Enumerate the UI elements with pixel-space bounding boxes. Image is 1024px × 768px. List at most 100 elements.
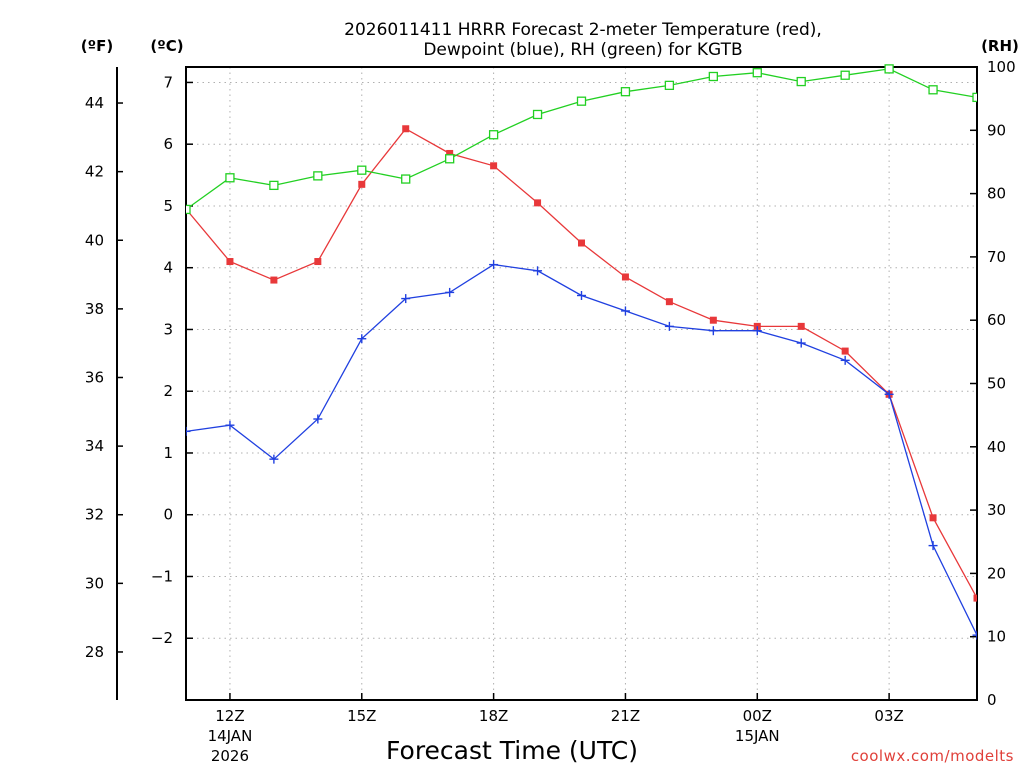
- axes: [116, 66, 978, 701]
- dewpoint-point: [620, 306, 630, 316]
- dewpoint-point: [225, 420, 235, 430]
- dewpoint-point: [840, 355, 850, 365]
- rh-tick-label: 80: [987, 185, 1006, 203]
- rh-tick-label: 20: [987, 564, 1006, 582]
- rh-point: [532, 109, 543, 120]
- dewpoint-point: [928, 541, 938, 551]
- x-tick-label: 03Z: [874, 707, 903, 725]
- series-rh: [186, 64, 977, 215]
- x-tick-label: 12Z: [215, 707, 244, 725]
- rh-point: [928, 85, 938, 95]
- temperature-line: [186, 127, 977, 599]
- temperature-point: [665, 298, 673, 306]
- rh-point: [708, 71, 718, 82]
- rh-tick-label: 90: [987, 121, 1006, 139]
- temperature-point: [709, 316, 717, 324]
- rh-tick-label: 50: [987, 375, 1006, 393]
- celsius-tick-label: 4: [163, 259, 173, 277]
- rh-point: [445, 154, 455, 164]
- fahrenheit-tick-label: 30: [85, 574, 104, 592]
- rh-point: [664, 80, 675, 91]
- series-dewpoint: [186, 260, 977, 640]
- fahrenheit-tick-label: 34: [85, 437, 104, 455]
- dewpoint-point: [401, 294, 411, 304]
- dewpoint-point: [313, 414, 323, 424]
- chart-title-line1: 2026011411 HRRR Forecast 2-meter Tempera…: [344, 20, 822, 40]
- temperature-point: [446, 149, 454, 157]
- dewpoint-point: [533, 266, 543, 276]
- dewpoint-point: [357, 334, 367, 344]
- rh-point: [225, 173, 235, 183]
- rh-point: [186, 204, 191, 215]
- tick-labels: 76543210−1−24442403836343230281009080706…: [85, 58, 1016, 765]
- celsius-tick-label: 1: [163, 444, 173, 462]
- rh-unit-label: (RH): [981, 37, 1019, 55]
- rh-tick-label: 70: [987, 248, 1006, 266]
- rh-point: [884, 64, 894, 74]
- temperature-point: [534, 199, 542, 207]
- celsius-tick-label: 0: [163, 506, 173, 524]
- dewpoint-point: [269, 454, 279, 464]
- fahrenheit-tick-label: 38: [85, 300, 104, 318]
- temperature-point: [973, 594, 977, 602]
- temperature-point: [621, 273, 629, 281]
- fahrenheit-tick-label: 28: [85, 643, 104, 661]
- temperature-point: [797, 322, 805, 330]
- temperature-point: [226, 258, 234, 266]
- x-tick-label: 18Z: [479, 707, 508, 725]
- rh-point: [269, 180, 279, 191]
- x-date-label: 15JAN: [735, 727, 780, 745]
- dewpoint-point: [972, 630, 977, 640]
- celsius-tick-label: 7: [163, 73, 173, 91]
- x-tick-label: 21Z: [611, 707, 640, 725]
- temperature-point: [314, 258, 322, 266]
- plot-frame: [185, 66, 978, 701]
- celsius-tick-label: 5: [163, 197, 173, 215]
- rh-point: [972, 92, 977, 103]
- temperature-point: [929, 514, 937, 522]
- rh-tick-label: 60: [987, 311, 1006, 329]
- celsius-unit-label: (ºC): [150, 37, 183, 55]
- rh-tick-label: 30: [987, 501, 1006, 519]
- credit-text: coolwx.com/modelts: [851, 747, 1014, 765]
- series-temperature: [186, 125, 977, 602]
- x-year-label: 2026: [211, 747, 249, 765]
- rh-tick-label: 100: [987, 58, 1016, 76]
- rh-point: [840, 70, 850, 80]
- rh-point: [796, 76, 806, 87]
- dewpoint-point: [752, 326, 762, 336]
- dewpoint-point: [186, 426, 191, 436]
- celsius-tick-label: 6: [163, 135, 173, 153]
- fahrenheit-tick-label: 36: [85, 368, 104, 386]
- x-tick-label: 00Z: [743, 707, 772, 725]
- temperature-point: [358, 180, 366, 188]
- dewpoint-point: [489, 260, 499, 270]
- celsius-tick-label: −2: [151, 629, 173, 647]
- chart-title-line2: Dewpoint (blue), RH (green) for KGTB: [423, 40, 742, 60]
- dewpoint-point: [577, 290, 586, 300]
- rh-point: [357, 165, 367, 175]
- rh-point: [576, 96, 587, 106]
- rh-tick-label: 0: [987, 691, 997, 709]
- fahrenheit-tick-label: 42: [85, 163, 104, 181]
- fahrenheit-tick-label: 32: [85, 506, 104, 524]
- temperature-point: [490, 162, 498, 170]
- data-series: [186, 64, 977, 640]
- dewpoint-line: [186, 263, 977, 636]
- rh-point: [752, 68, 762, 78]
- fahrenheit-tick-label: 40: [85, 231, 104, 249]
- fahrenheit-unit-label: (ºF): [81, 37, 113, 55]
- temperature-point: [270, 276, 278, 284]
- dewpoint-point: [884, 389, 894, 399]
- x-date-label: 14JAN: [208, 727, 253, 745]
- temperature-point: [578, 239, 585, 247]
- dewpoint-point: [664, 321, 674, 331]
- rh-point: [401, 174, 411, 184]
- celsius-tick-label: 3: [163, 320, 173, 338]
- rh-point: [488, 130, 499, 140]
- temperature-point: [402, 125, 410, 133]
- rh-tick-label: 40: [987, 438, 1006, 456]
- x-tick-label: 15Z: [347, 707, 376, 725]
- rh-line: [186, 68, 977, 210]
